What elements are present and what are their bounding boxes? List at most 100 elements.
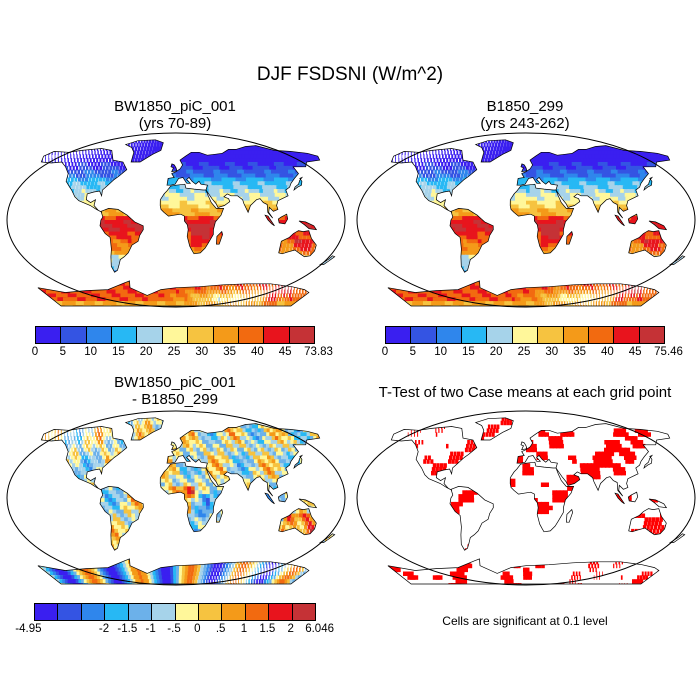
map-ttest-coastline [509,461,575,533]
colorbar-case2-swatch [487,327,513,343]
colorbar-diff-swatch [35,604,59,620]
map-case1 [6,132,346,308]
map-case1-coastline [99,208,144,273]
colorbar-case2-tick-label: 35 [573,346,586,358]
map-case1-coastline [166,145,321,219]
colorbar-case2-tick-label: 75.46 [654,346,683,358]
map-case2-coastline [390,148,478,213]
map-case2-coastline [516,145,671,219]
map-ttest-coastline [627,491,639,503]
map-case2-coastline [643,176,654,192]
colorbar-case1-tick-label: 0 [31,346,39,358]
map-case2-coastline [387,280,660,307]
map-case2 [356,132,696,308]
colorbar-case1-swatch [86,327,113,343]
map-case2-coastline [614,214,625,227]
colorbar-diff-swatch [175,604,199,620]
colorbar-case2-swatch [512,327,539,343]
colorbar-diff [34,603,316,621]
figure-title: DJF FSDSNI (W/m^2) [256,64,444,85]
colorbar-diff-tick-label: -.5 [167,623,181,635]
map-ttest-coastline [614,492,625,505]
colorbar-case2-tick-label: 20 [489,346,503,358]
map-diff-coastline [40,426,128,491]
colorbar-case2-swatch [614,327,640,343]
colorbar-case2-tick-label: 25 [517,346,531,358]
panel-title-diff-line2: - B1850_299 [132,391,218,408]
map-case1-border [6,132,346,308]
colorbar-case2-tick-label: 10 [434,346,447,358]
map-diff-border [6,410,346,586]
colorbar-case1-swatch [289,327,314,343]
colorbar-case1-tick-label: 35 [223,346,236,358]
colorbar-case1-swatch [112,327,138,343]
panel-title-case1: BW1850_piC_001 (yrs 70-89) [25,98,325,132]
colorbar-case2-swatch [563,327,589,343]
panel-title-case2: B1850_299 (yrs 243-262) [375,98,675,132]
map-diff-coastline [277,491,289,503]
colorbar-case2-tick-label: 45 [628,346,642,358]
map-diff-coastline [124,417,164,441]
colorbar-diff-swatch [105,604,129,620]
panel-title-case1-line2: (yrs 70-89) [138,115,212,132]
map-diff-coastline [318,533,336,543]
map-case2-coastline [474,139,514,163]
map-diff-coastline [99,486,144,551]
map-case2-coastline [648,220,668,231]
colorbar-case2-tick-label: 30 [545,346,559,358]
colorbar-case1-tick-label: 73.83 [304,346,333,358]
map-case1-coastline [216,230,223,245]
colorbar-case2-swatch [462,327,488,343]
colorbar-diff-swatch [198,604,223,620]
map-ttest-coastline [520,441,528,451]
map-ttest-coastline [449,486,494,551]
map-case1-coastline [278,230,317,258]
colorbar-case2-labels: 0 5 10 15 20 25 30 35 40 45 75.46 [382,346,683,360]
map-diff-coastline [264,492,275,505]
map-diff-coastline [298,498,318,509]
map-case2-coastline [509,183,575,255]
map-ttest-coastline [474,417,514,441]
colorbar-case2-tick-label: 15 [461,346,475,358]
colorbar-case1-tick-label: 45 [278,346,292,358]
colorbar-diff-swatch [292,604,316,620]
colorbar-diff-tick-label: .5 [215,623,226,635]
map-diff [6,410,346,586]
map-ttest-coastline [566,508,573,523]
map-diff-coastline [37,558,310,585]
colorbar-case2-swatch [411,327,437,343]
colorbar-case1-tick-label: 30 [195,346,209,358]
colorbar-case1-tick-label: 10 [84,346,97,358]
colorbar-case1-swatch [162,327,189,343]
colorbar-diff-labels: -4.95 -2 -1.5 -1 -.5 0 .5 1 1.5 2 6.046 [15,623,334,637]
colorbar-diff-swatch [58,604,82,620]
colorbar-case2-swatch [436,327,463,343]
map-case1-coastline [124,139,164,163]
map-case1-coastline [40,148,128,213]
map-ttest-coastline [668,533,686,543]
significance-note: Cells are significant at 0.1 level [442,614,608,628]
map-case2-coastline [566,230,573,245]
map-case2-coastline [627,213,639,225]
panel-title-ttest: T-Test of two Case means at each grid po… [355,384,695,401]
map-diff-coastline [159,461,225,533]
colorbar-case1-tick-label: 5 [59,346,66,358]
map-case2-coastline [628,230,667,258]
colorbar-diff-tick-label: -4.95 [15,623,42,635]
map-diff-coastline [166,423,321,497]
map-ttest-coastline [390,426,478,491]
map-ttest-coastline [516,423,671,497]
colorbar-diff-tick-label: 1 [240,623,248,635]
colorbar-case1-tick-label: 40 [250,346,264,358]
map-diff-coastline [170,441,178,451]
colorbar-case2 [385,326,665,344]
map-case1-coastline [264,214,275,227]
colorbar-case1-tick-label: 25 [167,346,181,358]
map-case1-coastline [37,280,310,307]
colorbar-diff-tick-label: 0 [194,623,201,635]
panel-title-diff: BW1850_piC_001 - B1850_299 [25,374,325,408]
map-case1-coastline [298,220,318,231]
map-ttest-border [356,410,696,586]
colorbar-diff-swatch [128,604,153,620]
map-case2-border [356,132,696,308]
